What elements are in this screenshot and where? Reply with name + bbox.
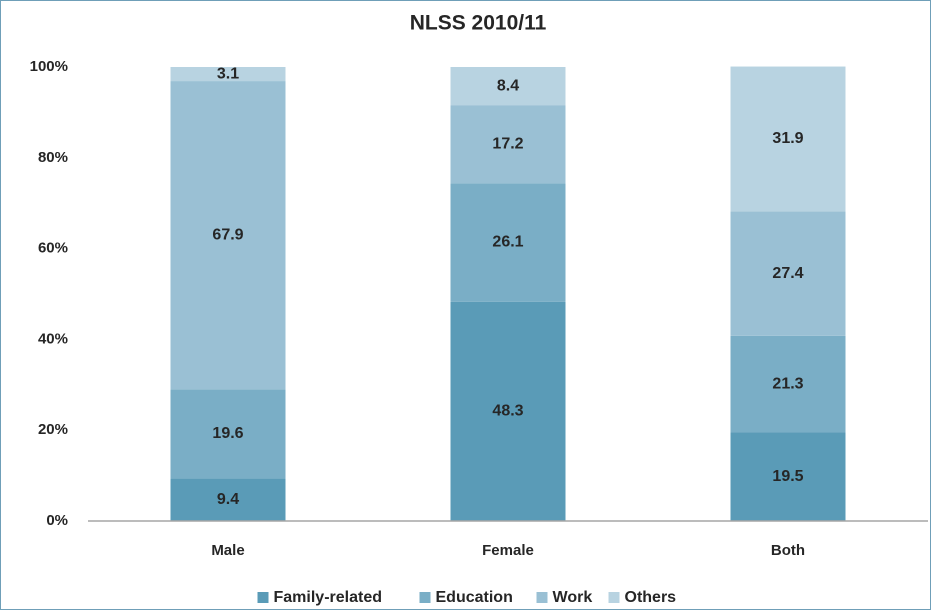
data-label: 31.9 <box>772 130 803 147</box>
legend-label: Others <box>625 589 677 606</box>
bar-segment <box>450 183 566 302</box>
data-label: 19.5 <box>772 468 803 485</box>
data-label: 67.9 <box>212 226 243 243</box>
data-label: 3.1 <box>217 65 239 82</box>
bar-segment <box>450 67 566 106</box>
legend-swatch <box>257 592 269 603</box>
bar-segment <box>730 432 846 521</box>
legend-label: Family-related <box>274 589 382 606</box>
data-label: 48.3 <box>492 403 523 420</box>
chart-title: NLSS 2010/11 <box>410 12 547 35</box>
data-label: 21.3 <box>772 375 803 392</box>
bar-segment <box>170 67 286 82</box>
bar-segment <box>170 478 286 521</box>
y-tick-label: 40% <box>38 330 68 347</box>
bar-segment <box>450 105 566 184</box>
legend-swatch <box>419 592 431 603</box>
y-tick-label: 60% <box>38 240 68 257</box>
bar-segment <box>450 301 566 521</box>
bar-segment <box>730 335 846 433</box>
data-label: 27.4 <box>772 265 803 282</box>
y-tick-label: 20% <box>38 421 68 438</box>
bar-segment <box>170 389 286 479</box>
y-tick-label: 0% <box>46 512 68 529</box>
data-label: 26.1 <box>492 234 523 251</box>
y-tick-label: 80% <box>38 149 68 166</box>
data-label: 19.6 <box>212 425 243 442</box>
bar-segment <box>730 211 846 336</box>
y-tick-label: 100% <box>30 58 68 75</box>
legend-label: Work <box>553 589 593 606</box>
bar-segment <box>170 81 286 390</box>
data-label: 9.4 <box>217 491 239 508</box>
legend-swatch <box>608 592 620 603</box>
data-label: 8.4 <box>497 77 519 94</box>
data-label: 17.2 <box>492 135 523 152</box>
x-tick-label: Male <box>211 542 244 559</box>
legend-label: Education <box>436 589 513 606</box>
legend-swatch <box>536 592 548 603</box>
bar-segment <box>730 66 846 212</box>
x-tick-label: Both <box>771 542 805 559</box>
x-tick-label: Female <box>482 542 534 559</box>
